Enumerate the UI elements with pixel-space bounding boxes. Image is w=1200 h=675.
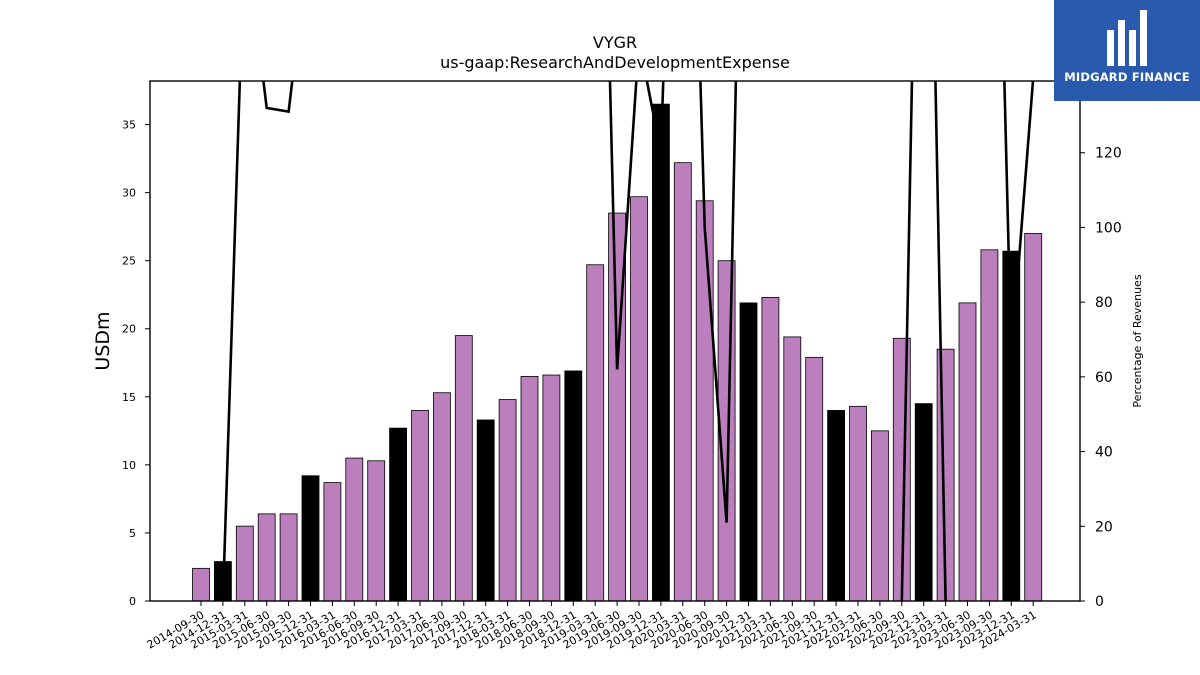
bar-2020-03-31: [673, 162, 692, 602]
bar-2016-03-31: [323, 482, 342, 602]
bar-2022-12-31: [914, 403, 933, 602]
bar-2017-09-30: [454, 335, 473, 602]
y2-tick-label: 80: [1095, 295, 1113, 311]
brand-logo: MIDGARD FINANCE: [1054, 0, 1200, 101]
line-series-segment-5: [1003, 81, 1035, 359]
y-tick-label: 25: [122, 255, 136, 268]
bar-2019-12-31: [652, 103, 670, 602]
bar-2015-09-30: [279, 513, 298, 602]
bar-2014-09-30: [192, 567, 210, 602]
y2-tick-label: 20: [1095, 519, 1113, 535]
y-tick-label: 35: [122, 119, 136, 132]
bar-2017-03-31: [411, 410, 429, 602]
bar-2021-12-31: [827, 410, 845, 602]
line-series-segment-1: [221, 81, 294, 601]
y2-tick-label: 100: [1095, 220, 1122, 236]
bar-2021-03-31: [761, 297, 780, 602]
y-tick-label: 15: [122, 391, 136, 404]
bar-2017-12-31: [476, 419, 495, 602]
bar-2019-03-31: [586, 264, 605, 602]
bar-2024-03-31: [1024, 233, 1043, 602]
bar-2020-12-31: [739, 302, 758, 602]
plot-frame: [149, 80, 1081, 602]
bar-2018-03-31: [498, 399, 517, 602]
y2-tick-label: 120: [1095, 146, 1122, 162]
bar-2023-12-31: [1002, 250, 1021, 602]
bar-2018-06-30: [520, 375, 539, 602]
line-series-segment-2: [608, 81, 738, 523]
y2-tick-label: 40: [1095, 445, 1113, 461]
bar-2023-09-30: [980, 249, 999, 602]
chart-subtitle: us-gaap:ResearchAndDevelopmentExpense: [440, 53, 790, 72]
bar-2017-06-30: [432, 392, 451, 602]
y-tick-label: 30: [122, 187, 136, 200]
chart-title: VYGR: [592, 33, 638, 52]
bar-2016-06-30: [345, 457, 364, 602]
bar-2022-06-30: [871, 430, 889, 602]
y2-tick-label: 60: [1095, 370, 1113, 386]
bar-2023-06-30: [958, 302, 977, 602]
y-tick-label: 10: [122, 459, 136, 472]
bar-2021-09-30: [805, 356, 824, 602]
bar-2022-03-31: [849, 405, 867, 602]
y-tick-label: 20: [122, 323, 136, 336]
y2-axis-label: Percentage of Revenues: [1131, 274, 1144, 407]
bar-2020-06-30: [695, 200, 714, 602]
midgard-logo-icon: [1107, 10, 1147, 66]
y-axis-label: USDm: [92, 311, 114, 370]
y2-tick-label: 0: [1095, 594, 1104, 610]
y-tick-label: 5: [129, 527, 136, 540]
bar-2021-06-30: [783, 336, 802, 602]
bar-2016-09-30: [367, 460, 386, 602]
brand-name: MIDGARD FINANCE: [1064, 70, 1190, 84]
bar-2016-12-31: [389, 427, 408, 602]
bar-2018-09-30: [542, 374, 561, 602]
line-series-segment-4: [900, 81, 947, 601]
bar-2019-09-30: [630, 196, 648, 602]
bar-2015-12-31: [301, 475, 320, 602]
bar-2015-06-30: [257, 513, 276, 602]
bar-2018-12-31: [564, 370, 583, 602]
bar-2015-03-31: [235, 525, 254, 602]
y-tick-label: 0: [129, 595, 136, 608]
